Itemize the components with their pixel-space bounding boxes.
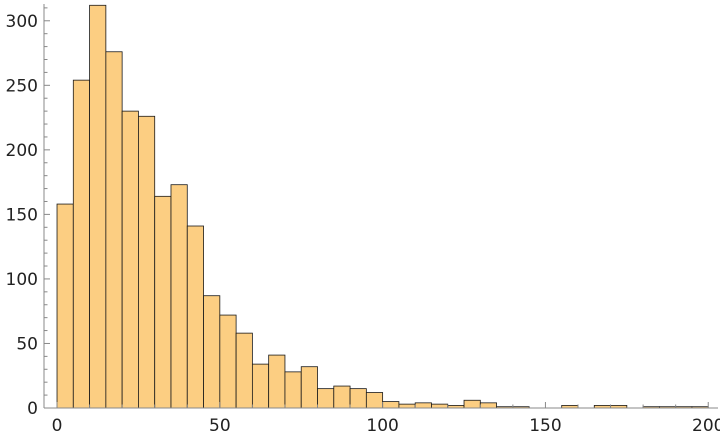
y-tick-label: 250 [6, 76, 38, 96]
histogram-bar [251, 363, 270, 409]
x-tick-label: 200 [692, 416, 720, 436]
histogram-bar [398, 403, 416, 409]
histogram-bar [382, 401, 400, 409]
histogram-bar [154, 195, 172, 409]
histogram-bar [414, 402, 432, 409]
histogram-bar [89, 4, 107, 409]
histogram-bar [349, 388, 367, 409]
histogram-bar [56, 203, 74, 409]
bars-group [56, 4, 709, 409]
histogram-bar [186, 225, 204, 409]
histogram-bar [284, 371, 302, 409]
histogram-bar [121, 110, 139, 409]
axes-group: 0 50 100 150 200 0 50 100 150 200 250 300 [6, 4, 720, 436]
histogram-bar [463, 399, 481, 409]
histogram-bar [268, 354, 286, 409]
y-tick-label: 200 [6, 141, 38, 161]
histogram-bar [203, 295, 221, 409]
y-tick-label: 50 [16, 334, 38, 354]
histogram-bar [105, 51, 123, 409]
histogram-bar [72, 79, 90, 409]
y-tick-label: 100 [6, 270, 38, 290]
histogram-bar [365, 392, 384, 409]
x-tick-label: 150 [529, 416, 561, 436]
histogram-bar [479, 402, 497, 409]
histogram-bar [219, 314, 237, 409]
histogram-bar [317, 388, 335, 409]
y-tick-label: 150 [6, 205, 38, 225]
y-tick-label: 300 [6, 12, 38, 32]
histogram-bar [300, 366, 318, 409]
histogram-bar [333, 385, 351, 409]
x-tick-label: 0 [52, 416, 63, 436]
x-tick-label: 50 [209, 416, 231, 436]
histogram-bar [138, 115, 156, 409]
histogram-bar [235, 332, 253, 409]
x-tick-label: 100 [366, 416, 398, 436]
histogram-bar [431, 403, 449, 409]
y-tick-label: 0 [27, 399, 38, 419]
histogram-bar [170, 184, 188, 409]
